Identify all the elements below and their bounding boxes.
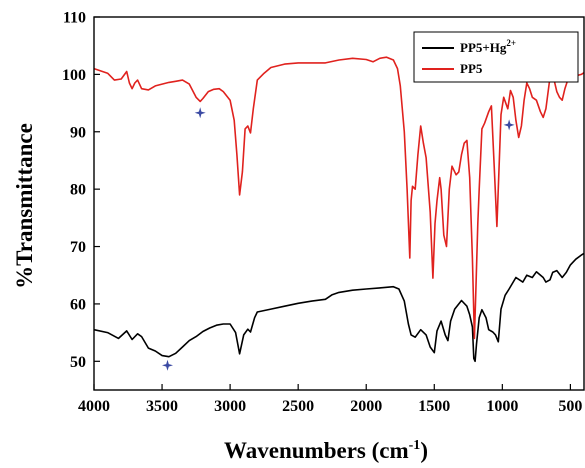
star-marker-1 (194, 107, 206, 119)
y-tick-label-70: 70 (70, 239, 86, 256)
series-line-pp5-hg (93, 252, 585, 363)
y-axis-ticks: 50 60 70 80 90 100 110 (62, 10, 100, 371)
plot-group (93, 16, 585, 391)
x-tick-label-3500: 3500 (146, 398, 178, 415)
x-tick-label-1500: 1500 (418, 398, 450, 415)
series-line-pp5 (93, 56, 585, 340)
x-axis-label: Wavenumbers (cm-1) (224, 438, 428, 463)
y-tick-label-110: 110 (63, 10, 86, 27)
legend-label-pp5-hg: PP5+Hg2+ (460, 38, 516, 55)
y-tick-label-90: 90 (70, 124, 86, 141)
x-tick-label-2500: 2500 (282, 398, 314, 415)
x-tick-label-3000: 3000 (214, 398, 246, 415)
y-tick-label-80: 80 (70, 182, 86, 199)
x-axis-ticks: 4000 3500 3000 2500 2000 1500 1000 500 (78, 384, 582, 415)
x-tick-label-1000: 1000 (486, 398, 518, 415)
y-tick-label-50: 50 (70, 354, 86, 371)
annotations-group (162, 107, 515, 371)
y-tick-label-60: 60 (70, 296, 86, 313)
legend-box (413, 31, 579, 83)
x-tick-label-4000: 4000 (78, 398, 110, 415)
x-tick-label-2000: 2000 (350, 398, 382, 415)
legend-label-pp5: PP5 (460, 61, 483, 76)
x-tick-label-500: 500 (558, 398, 582, 415)
y-axis-label: %Transmittance (12, 123, 37, 289)
plot-frame (93, 16, 585, 391)
star-marker-2 (503, 119, 515, 131)
legend: PP5+Hg2+ PP5 (413, 31, 579, 83)
series-group (93, 56, 585, 363)
star-marker-3 (162, 359, 173, 371)
y-tick-label-100: 100 (62, 67, 86, 84)
